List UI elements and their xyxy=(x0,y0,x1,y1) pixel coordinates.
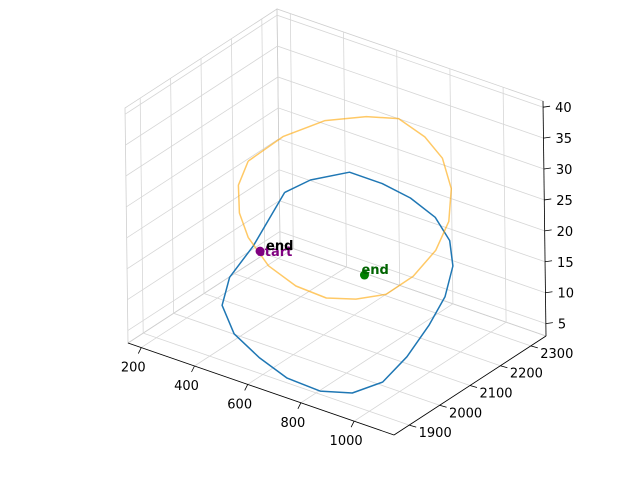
y-gridline xyxy=(231,38,501,367)
z-gridline xyxy=(127,231,546,331)
annotation-start: start xyxy=(257,245,292,260)
x-tick-mark xyxy=(297,402,302,409)
z-gridline xyxy=(126,107,545,208)
x-tick-label: 600 xyxy=(227,397,252,412)
annotation-end: end xyxy=(361,263,388,278)
y-gridline xyxy=(139,98,410,426)
y-tick-label: 2200 xyxy=(510,367,543,382)
x-tick-label: 400 xyxy=(174,379,199,394)
z-gridline xyxy=(125,76,545,177)
z-tick-mark xyxy=(544,198,552,201)
z-tick-mark xyxy=(544,260,553,263)
y-tick-mark xyxy=(500,365,508,369)
z-gridline xyxy=(125,45,544,146)
x-tick-label: 800 xyxy=(280,416,305,431)
z-tick-label: 5 xyxy=(558,318,566,333)
z-tick-label: 10 xyxy=(557,287,574,302)
y-tick-mark xyxy=(530,345,538,349)
x-tick-mark xyxy=(350,421,355,428)
series-line-2 xyxy=(237,115,453,300)
start-marker xyxy=(255,246,265,256)
y-tick-label: 1900 xyxy=(419,426,452,441)
z-gridline xyxy=(127,200,546,301)
z-tick-label: 40 xyxy=(555,101,572,116)
y-tick-label: 2100 xyxy=(479,387,512,402)
z-tick-mark xyxy=(543,136,551,139)
x-tick-mark xyxy=(244,384,249,391)
x-tick-mark xyxy=(191,365,195,373)
z-tick-mark xyxy=(545,322,553,325)
tick-labels: 200 400 600 800 1000 1900 2000 2100 2200 2300 5 10 1… xyxy=(121,101,574,449)
y-tick-mark xyxy=(469,385,478,388)
series-line-1 xyxy=(221,171,454,394)
y-tick-label: 2300 xyxy=(540,347,573,362)
z-gridline xyxy=(126,169,546,270)
annotation-end: end xyxy=(266,239,293,254)
z-tick-label: 20 xyxy=(557,225,574,240)
series-layer xyxy=(221,115,454,394)
x-gridline xyxy=(300,68,454,404)
x-tick-label: 200 xyxy=(121,361,146,376)
z-tick-label: 30 xyxy=(556,163,573,178)
z-tick-mark xyxy=(543,167,551,170)
z-gridline xyxy=(126,138,545,239)
x-tick-mark xyxy=(137,347,142,354)
x-tick-label: 1000 xyxy=(330,434,363,449)
z-tick-mark xyxy=(544,229,552,232)
z-tick-mark xyxy=(543,105,551,108)
x-gridline xyxy=(141,13,294,348)
z-tick-mark xyxy=(545,291,553,294)
x-gridline xyxy=(353,87,507,422)
y-gridline xyxy=(170,78,440,406)
z-tick-label: 35 xyxy=(555,132,572,147)
z-gridline xyxy=(124,14,544,115)
y-gridline xyxy=(261,18,531,347)
y-tick-mark xyxy=(439,404,447,408)
x-axis-line xyxy=(127,342,395,436)
y-tick-label: 2000 xyxy=(449,406,482,421)
axes-grid xyxy=(124,13,547,436)
y-gridline xyxy=(200,58,471,386)
x-gridline xyxy=(194,31,347,367)
y-tick-mark xyxy=(409,424,417,428)
z-tick-label: 25 xyxy=(556,194,573,209)
z-tick-label: 15 xyxy=(557,256,574,271)
z-axis-line xyxy=(542,100,547,337)
end-marker xyxy=(359,270,369,280)
